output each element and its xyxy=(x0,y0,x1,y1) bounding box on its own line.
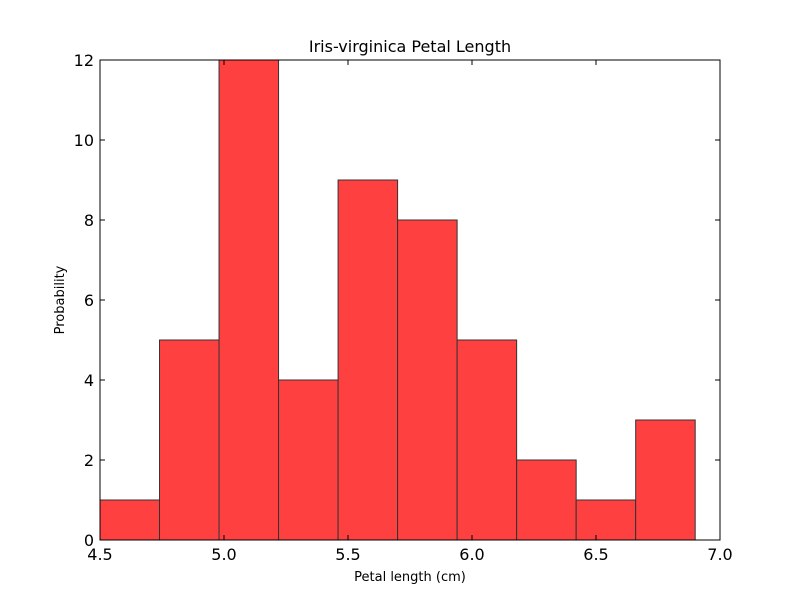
x-axis-label: Petal length (cm) xyxy=(354,570,466,585)
x-tick-label: 5.5 xyxy=(335,545,360,564)
histogram-bar-3 xyxy=(218,59,280,541)
x-tick-label: 6.5 xyxy=(583,545,608,564)
x-tick-label: 4.5 xyxy=(87,545,112,564)
histogram-bar-2 xyxy=(159,339,220,541)
y-tick-label: 2 xyxy=(84,451,94,470)
histogram-bar-4 xyxy=(278,379,339,541)
x-tick-label: 5.0 xyxy=(211,545,236,564)
histogram-bar-5 xyxy=(337,179,399,541)
histogram-bar-10 xyxy=(635,419,696,541)
chart-title: Iris-virginica Petal Length xyxy=(309,37,511,56)
y-axis-label: Probability xyxy=(53,265,68,334)
histogram-bar-9 xyxy=(575,499,637,541)
x-tick-labels: 4.5 5.0 5.5 6.0 6.5 7.0 xyxy=(87,545,732,564)
histogram-bars xyxy=(99,59,696,541)
plot-frame xyxy=(99,59,721,541)
x-tick-label: 6.0 xyxy=(459,545,484,564)
y-tick-label: 6 xyxy=(84,291,94,310)
y-tick-labels: 0 2 4 6 8 10 12 xyxy=(74,51,94,550)
histogram-bar-7 xyxy=(456,339,518,541)
histogram-bar-6 xyxy=(397,219,458,541)
y-tick-label: 8 xyxy=(84,211,94,230)
y-tick-label: 10 xyxy=(74,131,94,150)
x-tick-label: 7.0 xyxy=(707,545,732,564)
histogram-bar-1 xyxy=(99,499,161,541)
y-tick-label: 12 xyxy=(74,51,94,70)
y-tick-label: 0 xyxy=(84,531,94,550)
histogram-bar-8 xyxy=(516,459,577,541)
y-tick-label: 4 xyxy=(84,371,94,390)
